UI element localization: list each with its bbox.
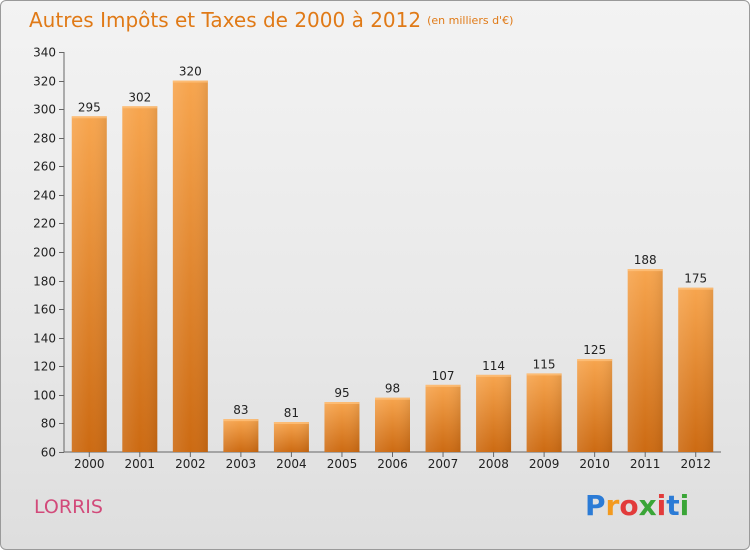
x-tick-label-2000: 2000 [74,457,105,471]
x-tick-label-2002: 2002 [175,457,206,471]
chart-title: Autres Impôts et Taxes de 2000 à 2012 (en… [29,8,513,32]
bar-top-edge-2000 [71,116,107,119]
value-label-2010: 125 [583,343,606,357]
x-tick-label-2011: 2011 [630,457,661,471]
y-tick-label: 60 [41,446,56,460]
bar-top-edge-2001 [122,106,158,109]
x-tick-label-2007: 2007 [428,457,459,471]
x-tick-label-2003: 2003 [226,457,257,471]
value-label-2011: 188 [634,253,657,267]
y-tick-label: 340 [33,46,56,60]
chart-unit: (en milliers d'€) [427,14,514,27]
logo-letter: i [656,489,667,522]
logo-letter: P [585,489,606,522]
value-label-2006: 98 [385,382,400,396]
bars: 295 302 320 83 81 95 98 107 114 115 125 188 175 [71,65,714,453]
y-tick-label: 100 [33,389,56,403]
bar-shine-2012 [678,287,714,452]
axes: 60 80 100 120 140 160 180 200 220 240 260 280 300 320… [33,46,721,471]
value-label-2009: 115 [533,357,556,371]
y-tick-label: 140 [33,332,56,346]
value-label-2002: 320 [179,65,202,79]
logo-letter: i [679,489,690,522]
bar-top-edge-2009 [526,373,562,376]
logo-letter: o [619,489,639,522]
bar-shine-2009 [526,373,562,452]
bar-top-edge-2003 [223,419,259,422]
y-tick-label: 300 [33,103,56,117]
bar-top-edge-2010 [577,359,613,362]
y-tick-label: 320 [33,75,56,89]
bar-shine-2010 [577,359,613,452]
bar-shine-2007 [425,384,461,452]
chart-title-text: Autres Impôts et Taxes de 2000 à 2012 [29,8,422,32]
y-tick-label: 260 [33,160,56,174]
y-tick-label: 80 [41,417,56,431]
value-label-2003: 83 [233,403,248,417]
logo-letter: x [638,489,657,522]
bar-shine-2008 [476,374,512,452]
x-tick-label-2010: 2010 [579,457,610,471]
bar-shine-2002 [172,80,208,453]
bar-shine-2000 [71,116,107,453]
y-tick-label: 240 [33,189,56,203]
x-tick-label-2008: 2008 [478,457,509,471]
commune-name: LORRIS [34,496,103,518]
bar-top-edge-2005 [324,402,360,404]
bar-shine-2003 [223,419,259,452]
logo-letter: t [666,489,680,522]
x-tick-label-2012: 2012 [680,457,711,471]
y-tick-label: 280 [33,132,56,146]
value-label-2001: 302 [128,90,151,104]
logo-letter: r [605,489,620,522]
y-tick-label: 160 [33,303,56,317]
bar-top-edge-2008 [476,374,512,377]
bar-top-edge-2007 [425,384,461,387]
x-tick-label-2004: 2004 [276,457,307,471]
bar-top-edge-2002 [172,80,208,83]
x-tick-label-2001: 2001 [125,457,156,471]
bar-top-edge-2006 [375,397,410,400]
value-label-2012: 175 [684,272,707,286]
bar-shine-2006 [375,397,410,452]
bar-shine-2001 [122,106,158,453]
bar-shine-2005 [324,402,360,452]
y-tick-label: 180 [33,275,56,289]
bar-top-edge-2012 [678,287,714,290]
value-label-2004: 81 [284,406,299,420]
bar-top-edge-2004 [273,422,309,424]
value-label-2005: 95 [334,386,349,400]
bar-top-edge-2011 [627,269,663,272]
bar-shine-2004 [273,422,309,452]
y-tick-label: 220 [33,217,56,231]
value-label-2007: 107 [432,369,455,383]
value-label-2008: 114 [482,359,505,373]
y-tick-label: 200 [33,246,56,260]
x-tick-label-2005: 2005 [327,457,358,471]
value-label-2000: 295 [78,100,101,114]
bar-shine-2011 [627,269,663,452]
proxiti-logo[interactable]: Proxiti [585,489,689,522]
x-tick-label-2006: 2006 [377,457,408,471]
x-tick-label-2009: 2009 [529,457,560,471]
y-tick-label: 120 [33,360,56,374]
